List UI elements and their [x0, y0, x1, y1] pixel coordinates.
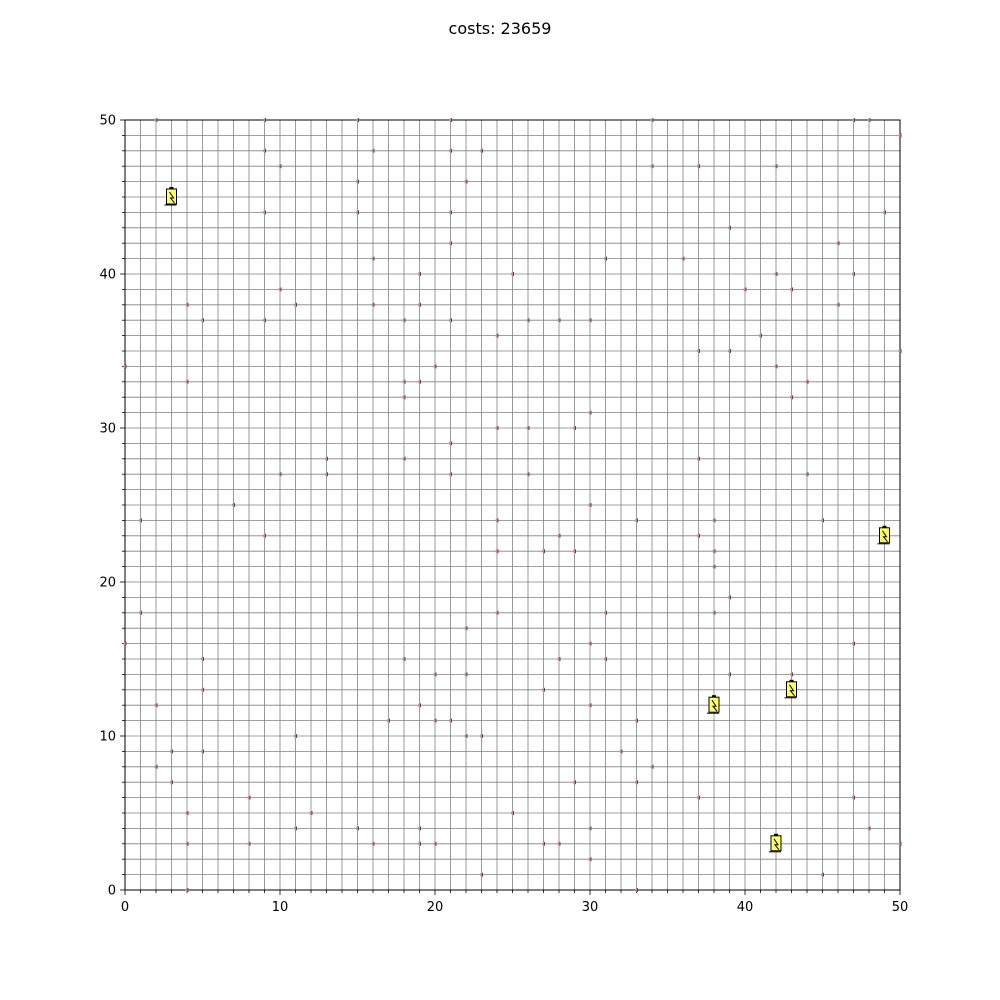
axis-ticks: 0 10 20 30 40 50 0 10 20 30 40 50 — [99, 114, 908, 916]
x-tick-label: 30 — [582, 900, 599, 915]
y-tick-label: 50 — [99, 114, 116, 129]
battery-body — [879, 527, 890, 544]
battery-bolt — [773, 838, 780, 851]
battery-body — [166, 188, 177, 205]
battery-icon — [164, 187, 177, 206]
battery-body — [708, 696, 720, 713]
battery-icon — [784, 679, 797, 699]
chart-title: costs: 23659 — [449, 19, 552, 38]
node-markers — [123, 118, 902, 892]
y-tick-label: 10 — [99, 730, 116, 745]
y-tick-label: 30 — [99, 422, 116, 437]
battery-bolt — [711, 699, 718, 712]
battery-bolt — [789, 684, 795, 697]
battery-terminal — [169, 187, 174, 189]
grid — [124, 119, 901, 891]
battery-terminal — [712, 695, 716, 698]
battery-terminal — [882, 525, 887, 528]
battery-body — [770, 835, 782, 852]
battery-terminal — [774, 833, 778, 836]
battery-markers — [164, 187, 890, 853]
y-tick-label: 40 — [99, 268, 116, 283]
x-tick-label: 0 — [121, 900, 129, 915]
battery-bolt — [882, 530, 888, 543]
x-tick-label: 40 — [737, 900, 754, 915]
battery-bolt — [169, 191, 175, 204]
battery-body — [786, 681, 797, 698]
x-tick-label: 10 — [272, 900, 289, 915]
x-tick-label: 50 — [892, 900, 909, 915]
x-tick-label: 20 — [427, 900, 444, 915]
battery-icon — [769, 833, 782, 853]
battery-terminal — [789, 679, 794, 682]
battery-icon — [707, 695, 720, 714]
y-tick-label: 0 — [108, 884, 116, 899]
battery-icon — [877, 525, 890, 545]
y-tick-label: 20 — [99, 576, 116, 591]
